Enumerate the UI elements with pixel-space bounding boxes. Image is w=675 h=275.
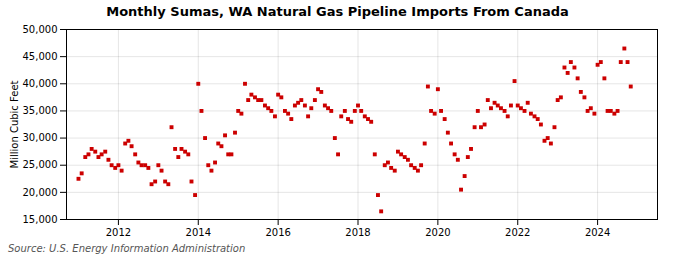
html-text:Source: U.S. Energy Informatio: Source: U.S. Energy Information Administ…	[8, 243, 246, 254]
svg-text:2016: 2016	[265, 227, 290, 238]
html-text:Monthly Sumas, WA Natural Gas: Monthly Sumas, WA Natural Gas Pipeline I…	[106, 4, 569, 19]
svg-text:2018: 2018	[345, 227, 370, 238]
svg-text:Million Cubic Feet: Million Cubic Feet	[9, 80, 20, 168]
svg-text:40,000: 40,000	[23, 78, 58, 89]
svg-text:35,000: 35,000	[23, 105, 58, 116]
svg-text:2012: 2012	[106, 227, 131, 238]
svg-text:2020: 2020	[425, 227, 450, 238]
svg-text:2022: 2022	[505, 227, 530, 238]
svg-text:20,000: 20,000	[23, 187, 58, 198]
svg-text:25,000: 25,000	[23, 159, 58, 170]
svg-text:2024: 2024	[585, 227, 610, 238]
svg-text:30,000: 30,000	[23, 132, 58, 143]
svg-text:15,000: 15,000	[23, 214, 58, 225]
svg-text:2014: 2014	[186, 227, 211, 238]
svg-text:45,000: 45,000	[23, 51, 58, 62]
svg-text:50,000: 50,000	[23, 24, 58, 35]
